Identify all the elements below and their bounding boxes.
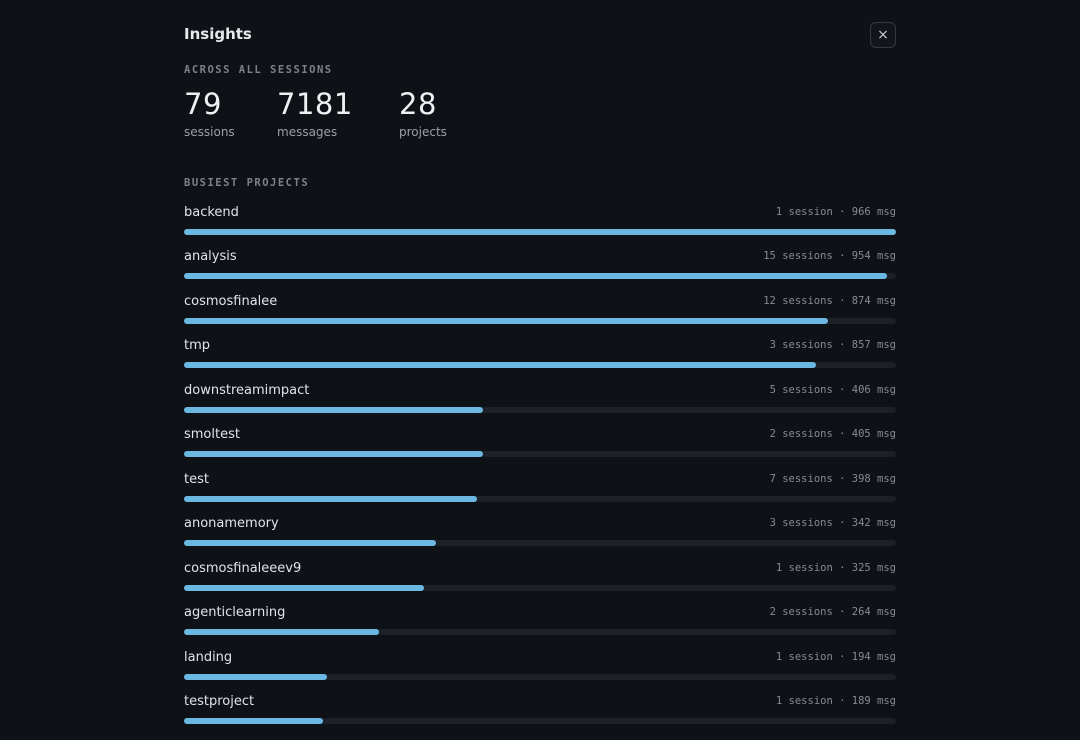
bar-track: [184, 229, 896, 235]
bar: [184, 273, 888, 280]
project-meta: 1 session · 189 msg: [775, 694, 896, 707]
project-meta: 1 session · 194 msg: [775, 650, 896, 663]
stat-label: projects: [399, 125, 447, 139]
bar-track: [184, 540, 896, 547]
project-meta: 1 session · 325 msg: [775, 561, 896, 574]
project-meta: 2 sessions · 264 msg: [769, 606, 896, 619]
bar: [184, 540, 437, 547]
bar-track: [184, 584, 896, 591]
close-button[interactable]: ×: [870, 22, 896, 48]
bar: [184, 317, 829, 324]
stat-value: 28: [399, 87, 437, 121]
bar: [184, 584, 424, 591]
bar: [184, 406, 484, 413]
stat-value: 7181: [277, 87, 353, 121]
project-name: cosmosfinaleeev9: [184, 560, 302, 576]
bar: [184, 362, 816, 369]
bar-track: [184, 317, 896, 324]
bar: [184, 629, 379, 636]
project-name: agenticlearning: [184, 605, 286, 621]
project-meta: 5 sessions · 406 msg: [769, 383, 896, 396]
project-name: anonamemory: [184, 516, 279, 532]
project-meta: 1 session · 966 msg: [775, 206, 896, 218]
project-meta: 2 sessions · 405 msg: [769, 428, 896, 441]
bar-track: [184, 451, 896, 458]
project-name: analysis: [184, 249, 237, 265]
bar-track: [184, 673, 896, 680]
project-name: tmp: [184, 338, 211, 354]
project-name: landing: [184, 649, 233, 665]
project-name: test: [184, 471, 209, 487]
bar-track: [184, 406, 896, 413]
project-meta: 3 sessions · 342 msg: [769, 517, 896, 530]
modal-title: Insights: [184, 25, 252, 43]
project-name: smoltest: [184, 427, 240, 443]
bar: [184, 451, 483, 458]
project-meta: 3 sessions · 857 msg: [769, 339, 896, 352]
stat-value: 79: [184, 87, 222, 121]
bar: [184, 717, 324, 724]
project-meta: 7 sessions · 398 msg: [769, 472, 896, 485]
section-label: BUSIEST PROJECTS: [184, 177, 310, 189]
section-label: ACROSS ALL SESSIONS: [184, 64, 333, 76]
bar: [184, 229, 896, 235]
bar: [184, 495, 478, 502]
project-name: testproject: [184, 693, 255, 709]
project-name: cosmosfinalee: [184, 293, 278, 309]
bar-track: [184, 362, 896, 369]
project-name: downstreamimpact: [184, 382, 310, 398]
bar-track: [184, 717, 896, 724]
stat-label: sessions: [184, 125, 235, 139]
project-meta: 15 sessions · 954 msg: [763, 250, 896, 263]
bar-track: [184, 495, 896, 502]
bar: [184, 673, 327, 680]
project-meta: 12 sessions · 874 msg: [763, 294, 896, 307]
stat-label: messages: [277, 125, 338, 139]
project-name: backend: [184, 205, 239, 220]
bar-track: [184, 629, 896, 636]
bar-track: [184, 273, 896, 280]
